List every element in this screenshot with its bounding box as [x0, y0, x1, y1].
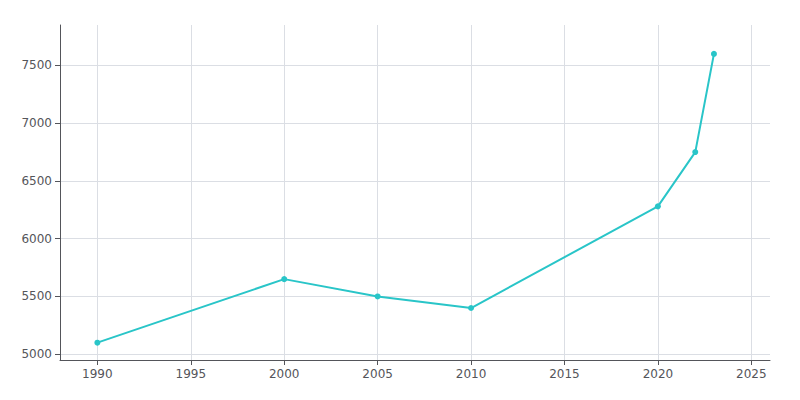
svg-text:2025: 2025 — [736, 367, 767, 381]
svg-text:2005: 2005 — [362, 367, 393, 381]
svg-text:2000: 2000 — [269, 367, 300, 381]
svg-text:1995: 1995 — [176, 367, 207, 381]
svg-text:5500: 5500 — [21, 289, 52, 303]
svg-text:7500: 7500 — [21, 58, 52, 72]
svg-text:1990: 1990 — [82, 367, 113, 381]
svg-text:6000: 6000 — [21, 232, 52, 246]
svg-text:7000: 7000 — [21, 116, 52, 130]
svg-text:2010: 2010 — [456, 367, 487, 381]
svg-text:2020: 2020 — [643, 367, 674, 381]
svg-text:6500: 6500 — [21, 174, 52, 188]
svg-text:2015: 2015 — [549, 367, 580, 381]
svg-text:5000: 5000 — [21, 347, 52, 361]
